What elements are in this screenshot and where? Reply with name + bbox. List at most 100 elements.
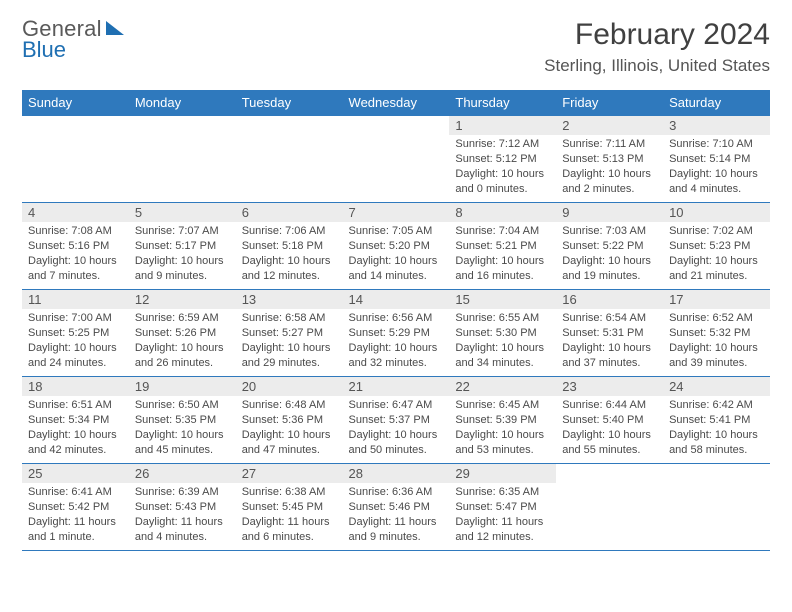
day-number: 27: [236, 464, 343, 483]
day-cell: 14Sunrise: 6:56 AMSunset: 5:29 PMDayligh…: [343, 290, 450, 377]
day-cell: 7Sunrise: 7:05 AMSunset: 5:20 PMDaylight…: [343, 203, 450, 290]
day-cell: 3Sunrise: 7:10 AMSunset: 5:14 PMDaylight…: [663, 116, 770, 203]
day-number: 17: [663, 290, 770, 309]
day-number: 3: [663, 116, 770, 135]
day-cell: 10Sunrise: 7:02 AMSunset: 5:23 PMDayligh…: [663, 203, 770, 290]
day-number: 8: [449, 203, 556, 222]
day-details: Sunrise: 6:39 AMSunset: 5:43 PMDaylight:…: [129, 483, 236, 548]
day-cell: ..: [343, 116, 450, 203]
day-number: 19: [129, 377, 236, 396]
weekday-header-row: Sunday Monday Tuesday Wednesday Thursday…: [22, 90, 770, 116]
day-cell: 28Sunrise: 6:36 AMSunset: 5:46 PMDayligh…: [343, 464, 450, 551]
day-details: Sunrise: 6:44 AMSunset: 5:40 PMDaylight:…: [556, 396, 663, 461]
dow-sun: Sunday: [22, 90, 129, 116]
dow-sat: Saturday: [663, 90, 770, 116]
dow-wed: Wednesday: [343, 90, 450, 116]
location: Sterling, Illinois, United States: [544, 56, 770, 76]
day-details: Sunrise: 6:56 AMSunset: 5:29 PMDaylight:…: [343, 309, 450, 374]
day-details: Sunrise: 6:59 AMSunset: 5:26 PMDaylight:…: [129, 309, 236, 374]
day-cell: 24Sunrise: 6:42 AMSunset: 5:41 PMDayligh…: [663, 377, 770, 464]
day-cell: 20Sunrise: 6:48 AMSunset: 5:36 PMDayligh…: [236, 377, 343, 464]
day-number: 5: [129, 203, 236, 222]
day-number: 29: [449, 464, 556, 483]
day-number: 28: [343, 464, 450, 483]
day-number: 18: [22, 377, 129, 396]
day-details: Sunrise: 6:51 AMSunset: 5:34 PMDaylight:…: [22, 396, 129, 461]
dow-tue: Tuesday: [236, 90, 343, 116]
day-details: Sunrise: 6:54 AMSunset: 5:31 PMDaylight:…: [556, 309, 663, 374]
day-details: Sunrise: 6:35 AMSunset: 5:47 PMDaylight:…: [449, 483, 556, 548]
logo-text: General Blue: [22, 18, 102, 61]
bottom-rule: [22, 550, 770, 551]
logo: General Blue: [22, 18, 124, 61]
day-details: Sunrise: 7:03 AMSunset: 5:22 PMDaylight:…: [556, 222, 663, 287]
day-cell: ..: [22, 116, 129, 203]
day-number: 26: [129, 464, 236, 483]
day-cell: 2Sunrise: 7:11 AMSunset: 5:13 PMDaylight…: [556, 116, 663, 203]
day-details: Sunrise: 7:07 AMSunset: 5:17 PMDaylight:…: [129, 222, 236, 287]
day-cell: 6Sunrise: 7:06 AMSunset: 5:18 PMDaylight…: [236, 203, 343, 290]
day-cell: 12Sunrise: 6:59 AMSunset: 5:26 PMDayligh…: [129, 290, 236, 377]
calendar-page: General Blue February 2024 Sterling, Ill…: [0, 0, 792, 612]
day-cell: 1Sunrise: 7:12 AMSunset: 5:12 PMDaylight…: [449, 116, 556, 203]
day-cell: 11Sunrise: 7:00 AMSunset: 5:25 PMDayligh…: [22, 290, 129, 377]
day-number: 9: [556, 203, 663, 222]
week-row: 4Sunrise: 7:08 AMSunset: 5:16 PMDaylight…: [22, 203, 770, 290]
header: General Blue February 2024 Sterling, Ill…: [22, 18, 770, 76]
dow-fri: Friday: [556, 90, 663, 116]
day-details: Sunrise: 6:48 AMSunset: 5:36 PMDaylight:…: [236, 396, 343, 461]
day-cell: 29Sunrise: 6:35 AMSunset: 5:47 PMDayligh…: [449, 464, 556, 551]
day-number: 2: [556, 116, 663, 135]
day-number: 22: [449, 377, 556, 396]
week-row: ........1Sunrise: 7:12 AMSunset: 5:12 PM…: [22, 116, 770, 203]
day-cell: 5Sunrise: 7:07 AMSunset: 5:17 PMDaylight…: [129, 203, 236, 290]
title-block: February 2024 Sterling, Illinois, United…: [544, 18, 770, 76]
dow-mon: Monday: [129, 90, 236, 116]
day-cell: 15Sunrise: 6:55 AMSunset: 5:30 PMDayligh…: [449, 290, 556, 377]
day-details: Sunrise: 6:45 AMSunset: 5:39 PMDaylight:…: [449, 396, 556, 461]
week-row: 11Sunrise: 7:00 AMSunset: 5:25 PMDayligh…: [22, 290, 770, 377]
day-details: Sunrise: 7:00 AMSunset: 5:25 PMDaylight:…: [22, 309, 129, 374]
day-details: Sunrise: 6:36 AMSunset: 5:46 PMDaylight:…: [343, 483, 450, 548]
week-row: 25Sunrise: 6:41 AMSunset: 5:42 PMDayligh…: [22, 464, 770, 551]
day-number: 12: [129, 290, 236, 309]
day-cell: 23Sunrise: 6:44 AMSunset: 5:40 PMDayligh…: [556, 377, 663, 464]
day-cell: 22Sunrise: 6:45 AMSunset: 5:39 PMDayligh…: [449, 377, 556, 464]
day-details: Sunrise: 6:41 AMSunset: 5:42 PMDaylight:…: [22, 483, 129, 548]
day-number: 6: [236, 203, 343, 222]
month-title: February 2024: [544, 18, 770, 52]
day-cell: 8Sunrise: 7:04 AMSunset: 5:21 PMDaylight…: [449, 203, 556, 290]
week-row: 18Sunrise: 6:51 AMSunset: 5:34 PMDayligh…: [22, 377, 770, 464]
dow-thu: Thursday: [449, 90, 556, 116]
day-details: Sunrise: 7:12 AMSunset: 5:12 PMDaylight:…: [449, 135, 556, 200]
day-details: Sunrise: 6:38 AMSunset: 5:45 PMDaylight:…: [236, 483, 343, 548]
day-number: 14: [343, 290, 450, 309]
day-number: 23: [556, 377, 663, 396]
day-cell: ..: [236, 116, 343, 203]
day-number: 21: [343, 377, 450, 396]
day-number: 25: [22, 464, 129, 483]
day-number: 20: [236, 377, 343, 396]
day-cell: 26Sunrise: 6:39 AMSunset: 5:43 PMDayligh…: [129, 464, 236, 551]
day-number: 13: [236, 290, 343, 309]
day-details: Sunrise: 6:47 AMSunset: 5:37 PMDaylight:…: [343, 396, 450, 461]
day-number: 10: [663, 203, 770, 222]
day-number: 4: [22, 203, 129, 222]
day-number: 1: [449, 116, 556, 135]
day-cell: 25Sunrise: 6:41 AMSunset: 5:42 PMDayligh…: [22, 464, 129, 551]
day-cell: 16Sunrise: 6:54 AMSunset: 5:31 PMDayligh…: [556, 290, 663, 377]
day-details: Sunrise: 7:06 AMSunset: 5:18 PMDaylight:…: [236, 222, 343, 287]
day-number: 7: [343, 203, 450, 222]
day-details: Sunrise: 6:42 AMSunset: 5:41 PMDaylight:…: [663, 396, 770, 461]
day-details: Sunrise: 7:08 AMSunset: 5:16 PMDaylight:…: [22, 222, 129, 287]
day-cell: ..: [556, 464, 663, 551]
day-cell: 9Sunrise: 7:03 AMSunset: 5:22 PMDaylight…: [556, 203, 663, 290]
day-number: 15: [449, 290, 556, 309]
day-details: Sunrise: 7:11 AMSunset: 5:13 PMDaylight:…: [556, 135, 663, 200]
day-cell: 4Sunrise: 7:08 AMSunset: 5:16 PMDaylight…: [22, 203, 129, 290]
day-details: Sunrise: 6:58 AMSunset: 5:27 PMDaylight:…: [236, 309, 343, 374]
logo-line2: Blue: [22, 39, 102, 61]
day-cell: ..: [663, 464, 770, 551]
day-cell: 18Sunrise: 6:51 AMSunset: 5:34 PMDayligh…: [22, 377, 129, 464]
day-details: Sunrise: 7:05 AMSunset: 5:20 PMDaylight:…: [343, 222, 450, 287]
